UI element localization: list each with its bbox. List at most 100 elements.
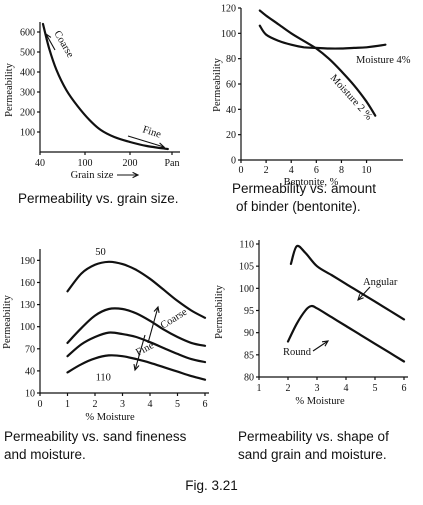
annotation-coarse: Coarse xyxy=(51,29,75,60)
x-tick-label: 0 xyxy=(38,399,43,410)
x-tick-label: 40 xyxy=(35,158,45,169)
x-tick-label: 4 xyxy=(148,399,153,410)
fine-arrow xyxy=(134,334,146,371)
y-tick-label: 85 xyxy=(244,350,254,361)
y-axis-label: Permeability xyxy=(212,57,223,111)
figure-label: Fig. 3.21 xyxy=(185,478,238,493)
chart-permeability-vs-grain-size: 100 200 300 400 500 600 40 100 200 Pan Grain size P… xyxy=(4,22,180,181)
caption-line-1: Permeability vs. amount xyxy=(232,181,377,196)
x-tick-label: 3 xyxy=(120,399,125,410)
y-tick-label: 80 xyxy=(244,373,254,384)
chart-permeability-vs-grain-shape: 80 85 90 95 100 105 110 1 2 3 4 5 6 % Moisture Permeab… xyxy=(214,240,408,407)
x-tick-label: Pan xyxy=(165,158,180,169)
y-tick-label: 95 xyxy=(244,306,254,317)
annotation-fine: Fine xyxy=(141,124,162,140)
caption-line-2: and moisture. xyxy=(4,447,86,462)
x-tick-label: 5 xyxy=(175,399,180,410)
y-tick-label: 40 xyxy=(226,105,236,116)
x-tick-label: 3 xyxy=(315,383,320,394)
caption-line-2: sand grain and moisture. xyxy=(238,447,387,462)
y-tick-label: 100 xyxy=(20,322,35,333)
series-line-0 xyxy=(66,260,207,319)
series-line-1 xyxy=(66,307,207,347)
caption-bentonite: Permeability vs. amount of binder (bento… xyxy=(232,180,376,216)
x-tick-label: 4 xyxy=(289,165,294,176)
caption-grain-shape: Permeability vs. shape of sand grain and… xyxy=(238,428,389,464)
y-axis-label: Permeability xyxy=(4,62,15,116)
x-tick-label: 2 xyxy=(264,165,269,176)
y-tick-label: 100 xyxy=(221,29,236,40)
y-tick-label: 400 xyxy=(20,68,35,79)
angular-arrow xyxy=(357,286,371,301)
y-tick-label: 100 xyxy=(20,128,35,139)
y-tick-label: 110 xyxy=(239,240,254,251)
x-tick-label: 100 xyxy=(78,158,93,169)
series-line-0 xyxy=(289,244,406,321)
x-axis-label: Grain size xyxy=(71,170,114,181)
axis-lines xyxy=(39,249,209,394)
y-tick-label: 500 xyxy=(20,48,35,59)
series-label-moisture-2: Moisture 2 % xyxy=(328,73,375,123)
y-tick-label: 90 xyxy=(244,328,254,339)
y-tick-label: 20 xyxy=(226,130,236,141)
x-tick-label: 200 xyxy=(123,158,138,169)
series-line-2 xyxy=(66,331,207,364)
x-tick-label: 10 xyxy=(362,165,372,176)
fine-arrow xyxy=(127,135,165,148)
angular-arrow-head xyxy=(357,294,364,301)
y-tick-label: 130 xyxy=(20,300,35,311)
series-label-angular: Angular xyxy=(363,277,398,288)
coarse-arrow xyxy=(147,306,159,344)
y-tick-label: 600 xyxy=(20,28,35,39)
series-line-0 xyxy=(41,22,169,151)
y-tick-label: 105 xyxy=(239,262,254,273)
coarse-arrow xyxy=(45,33,56,51)
x-axis-label: % Moisture xyxy=(295,396,345,407)
caption-line-1: Permeability vs. sand fineness xyxy=(4,429,187,444)
x-axis-label: Bentonite, % xyxy=(284,177,339,188)
y-tick-label: 70 xyxy=(25,344,35,355)
caption-line-2: of binder (bentonite). xyxy=(236,199,361,214)
x-tick-label: 2 xyxy=(93,399,98,410)
fine-arrow-head xyxy=(157,142,166,149)
y-tick-label: 60 xyxy=(226,80,236,91)
y-tick-label: 100 xyxy=(239,284,254,295)
annotation-50: 50 xyxy=(95,247,106,258)
y-tick-label: 10 xyxy=(25,389,35,400)
x-tick-label: 6 xyxy=(314,165,319,176)
x-tick-label: 5 xyxy=(373,383,378,394)
y-tick-label: 0 xyxy=(231,156,236,167)
series-label-round: Round xyxy=(283,347,312,358)
series-label-moisture-4: Moisture 4% xyxy=(356,55,411,66)
caption-line-1: Permeability vs. shape of xyxy=(238,429,389,444)
y-tick-label: 190 xyxy=(20,256,35,267)
round-arrow-head xyxy=(321,340,330,347)
annotation-110: 110 xyxy=(96,373,111,384)
y-tick-label: 40 xyxy=(25,366,35,377)
x-tick-label: 4 xyxy=(344,383,349,394)
axis-lines xyxy=(240,8,403,161)
x-tick-label: 6 xyxy=(203,399,208,410)
caption-sand-fineness: Permeability vs. sand fineness and moist… xyxy=(4,428,186,464)
caption-text: Permeability vs. grain size. xyxy=(18,191,179,206)
round-arrow xyxy=(312,340,329,352)
series-line-1 xyxy=(258,9,377,117)
x-axis-label: % Moisture xyxy=(85,412,135,423)
x-tick-label: 2 xyxy=(286,383,291,394)
chart-permeability-vs-sand-fineness: 10 40 70 100 130 160 190 0 1 2 3 4 5 6 % Moisture Perme… xyxy=(2,247,209,423)
annotation-coarse: Coarse xyxy=(159,307,190,332)
y-axis-label: Permeability xyxy=(214,284,225,338)
coarse-arrow-head xyxy=(45,32,52,41)
x-tick-label: 1 xyxy=(257,383,262,394)
x-axis-arrow-head xyxy=(132,171,140,179)
y-tick-label: 160 xyxy=(20,278,35,289)
x-tick-label: 0 xyxy=(239,165,244,176)
series-line-1 xyxy=(286,304,406,363)
x-tick-label: 6 xyxy=(402,383,407,394)
caption-grain-size: Permeability vs. grain size. xyxy=(18,190,179,208)
chart-permeability-vs-bentonite: 0 20 40 60 80 100 120 0 2 4 6 8 10 Bentonite, % Permea… xyxy=(212,4,411,189)
y-tick-label: 80 xyxy=(226,54,236,65)
y-tick-label: 120 xyxy=(221,4,236,15)
y-tick-label: 200 xyxy=(20,108,35,119)
